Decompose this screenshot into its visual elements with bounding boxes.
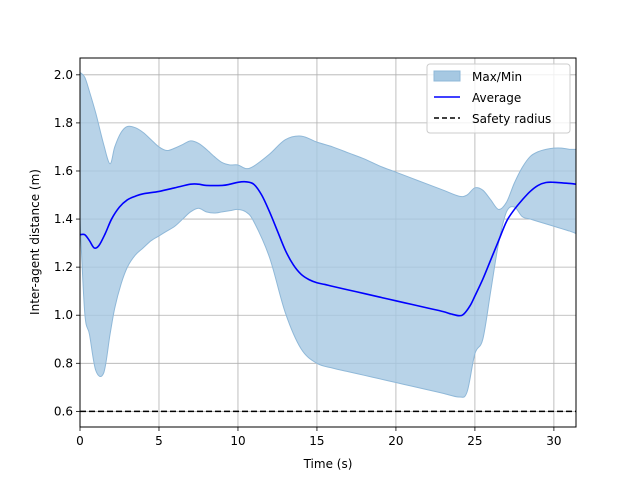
legend-label-band: Max/Min xyxy=(472,70,522,84)
y-tick-label: 2.0 xyxy=(54,68,73,82)
x-tick-label: 25 xyxy=(467,434,482,448)
plot-frame xyxy=(79,57,577,428)
legend-box xyxy=(426,63,571,134)
y-tick-label: 1.4 xyxy=(54,212,73,226)
y-tick-label: 0.8 xyxy=(54,356,73,370)
x-axis-ticks: 0 5 10 15 20 25 30 xyxy=(76,427,562,448)
y-tick-label: 1.6 xyxy=(54,164,73,178)
x-tick-label: 5 xyxy=(155,434,163,448)
plot-area: 0 5 10 15 20 25 30 0.6 0.8 1.0 1.2 1.4 1.6 1.8 2.0 xyxy=(54,57,577,448)
average-line xyxy=(80,180,576,317)
legend-swatch-band xyxy=(433,70,461,82)
legend-label-safety: Safety radius xyxy=(472,112,551,126)
x-axis-label: Time (s) xyxy=(303,457,353,471)
x-tick-label: 30 xyxy=(546,434,561,448)
y-axis-ticks: 0.6 0.8 1.0 1.2 1.4 1.6 1.8 2.0 xyxy=(54,68,80,418)
y-tick-label: 1.8 xyxy=(54,116,73,130)
y-axis-label: Inter-agent distance (m) xyxy=(28,169,42,315)
y-tick-label: 1.0 xyxy=(54,308,73,322)
x-tick-label: 15 xyxy=(309,434,324,448)
x-tick-label: 10 xyxy=(230,434,245,448)
y-tick-label: 0.6 xyxy=(54,404,73,418)
y-tick-label: 1.2 xyxy=(54,260,73,274)
legend-label-average: Average xyxy=(472,91,521,105)
x-tick-label: 20 xyxy=(388,434,403,448)
legend: Max/Min Average Safety radius xyxy=(426,63,571,134)
x-tick-label: 0 xyxy=(76,434,84,448)
